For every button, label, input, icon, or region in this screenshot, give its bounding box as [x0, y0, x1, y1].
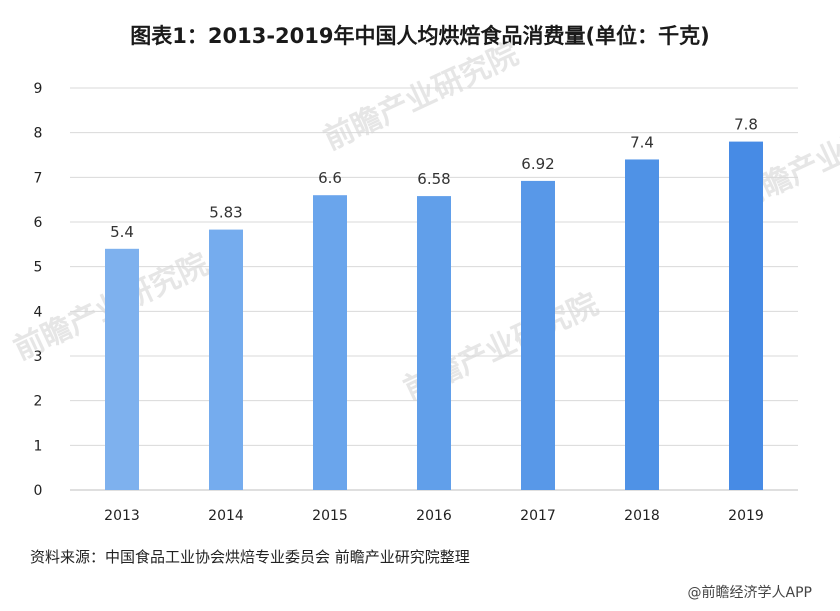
y-tick-label: 3: [34, 349, 43, 365]
y-tick-label: 0: [34, 483, 43, 499]
bar-2019: [729, 141, 763, 490]
data-label: 5.4: [110, 223, 134, 241]
watermark-text: 前瞻产业研究院: [319, 37, 524, 157]
data-label: 6.6: [318, 169, 342, 187]
x-tick-label: 2014: [208, 508, 244, 524]
data-label: 5.83: [209, 204, 242, 222]
y-tick-label: 2: [34, 394, 43, 410]
y-tick-label: 4: [34, 304, 43, 320]
data-label: 7.4: [630, 133, 654, 151]
credit-label: @前瞻经济学人APP: [687, 585, 812, 601]
x-tick-label: 2013: [104, 508, 140, 524]
x-tick-label: 2016: [416, 508, 452, 524]
source-note: 资料来源：中国食品工业协会烘焙专业委员会 前瞻产业研究院整理: [30, 548, 470, 566]
bar-2013: [105, 248, 139, 490]
bar-2018: [625, 159, 659, 490]
x-tick-label: 2015: [312, 508, 348, 524]
bar-2014: [209, 229, 243, 491]
bar-2017: [521, 180, 555, 490]
x-tick-label: 2019: [728, 508, 764, 524]
y-tick-label: 9: [34, 81, 43, 97]
y-tick-label: 8: [34, 126, 43, 142]
bar-2015: [313, 195, 347, 490]
data-label: 6.58: [417, 170, 450, 188]
x-tick-label: 2017: [520, 508, 556, 524]
bar-2016: [417, 196, 451, 491]
y-tick-label: 5: [34, 260, 43, 276]
data-label: 7.8: [734, 116, 758, 134]
x-tick-label: 2018: [624, 508, 660, 524]
y-tick-label: 1: [34, 438, 43, 454]
y-tick-label: 7: [34, 170, 43, 186]
chart-title: 图表1：2013-2019年中国人均烘焙食品消费量(单位：千克): [130, 24, 710, 48]
y-tick-label: 6: [34, 215, 43, 231]
data-label: 6.92: [521, 155, 554, 173]
